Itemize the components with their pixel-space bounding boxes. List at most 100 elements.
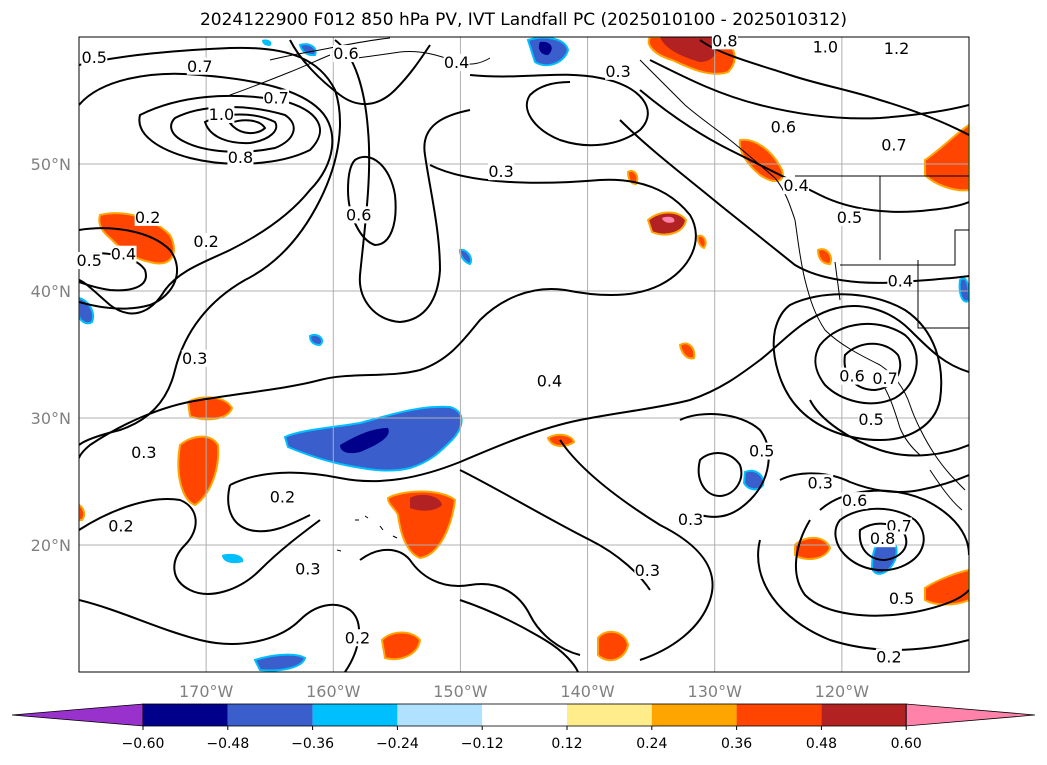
contour-label-bg — [269, 488, 296, 506]
contour-line — [772, 293, 943, 442]
latitude-label: 30°N — [31, 409, 71, 428]
contour-label-bg — [536, 372, 563, 390]
contour-line — [814, 322, 918, 405]
contour-label-bg — [875, 648, 902, 666]
latitude-labels: 50°N 40°N 30°N 20°N — [31, 155, 71, 555]
contour-label-bg — [605, 62, 632, 80]
contour-line — [834, 507, 925, 572]
contour-label-bg — [880, 136, 907, 154]
pv-positive-region — [79, 503, 86, 521]
contour-line — [203, 113, 278, 145]
pv-positive-core — [662, 216, 675, 223]
contour-label-bg — [770, 118, 797, 136]
contour-label: 0.6 — [346, 205, 371, 224]
contour-label: 0.3 — [488, 162, 513, 181]
contour-label-bg — [181, 349, 208, 367]
colorbar-extend-min — [11, 703, 144, 727]
pv-positive-region — [678, 342, 696, 360]
contour-label: 0.7 — [263, 89, 288, 108]
contour-label-bg — [110, 245, 137, 263]
contour-line — [229, 305, 969, 486]
pv-negative-core — [340, 428, 389, 454]
contour-label: 0.5 — [82, 48, 107, 67]
colorbar-tick-label: −0.48 — [206, 736, 249, 752]
contour-line — [858, 522, 908, 562]
contour-line — [794, 519, 969, 617]
contour-label-bg — [869, 530, 896, 548]
contour-line — [699, 39, 969, 136]
colorbar-segment — [143, 704, 228, 726]
longitude-label: 130°W — [688, 682, 743, 701]
pv-negative-region — [742, 469, 765, 491]
contour-label: 0.4 — [444, 53, 469, 72]
map-border — [78, 36, 970, 673]
contour-line — [346, 155, 397, 247]
longitude-label: 150°W — [433, 682, 488, 701]
contour-label: 0.5 — [858, 410, 883, 429]
map-frame-bg — [79, 37, 969, 672]
latitude-label: 40°N — [31, 282, 71, 301]
contour-label: 0.5 — [837, 208, 862, 227]
contour-label: 1.0 — [813, 38, 838, 57]
pv-positive-region — [696, 234, 707, 250]
colorbar-tick-label: 0.12 — [551, 736, 582, 752]
contour-label-bg — [841, 492, 868, 510]
contour-label: 0.8 — [228, 148, 253, 167]
contour-label: 0.4 — [111, 245, 136, 264]
contour-line — [79, 72, 334, 315]
contour-label-bg — [294, 560, 321, 578]
contour-label-bg — [812, 38, 839, 56]
border-states — [834, 176, 969, 329]
pv-positive-region — [924, 123, 969, 192]
contour-label-bg — [711, 32, 738, 50]
contour-line — [289, 39, 431, 106]
contour-label-bg — [76, 252, 103, 270]
contour-label-bg — [344, 629, 371, 647]
colorbar-segment — [227, 704, 313, 726]
contour-line — [459, 599, 579, 672]
contour-line — [170, 106, 295, 153]
colorbar-extend-max — [905, 703, 1036, 727]
contour-label: 1.2 — [884, 39, 909, 58]
contour-label: 0.3 — [605, 62, 630, 81]
contour-label: 1.0 — [209, 105, 234, 124]
contour-label: 0.2 — [345, 628, 370, 647]
contour-line — [779, 472, 969, 493]
contour-line — [79, 164, 697, 459]
negative-pv-regions — [79, 37, 969, 672]
longitude-label: 140°W — [560, 682, 615, 701]
coastline-alaska — [269, 37, 491, 65]
contour-label: 0.3 — [678, 510, 703, 529]
contour-line — [138, 94, 321, 165]
contour-label-bg — [208, 106, 235, 124]
longitude-labels: 170°W 160°W 150°W 140°W 130°W 120°W — [179, 682, 869, 701]
contour-label-bg — [887, 272, 914, 290]
pv-negative-region — [458, 248, 472, 266]
colorbar-segment — [821, 704, 907, 726]
longitude-label: 170°W — [179, 682, 234, 701]
latitude-label: 20°N — [31, 536, 71, 555]
contour-label: 0.2 — [108, 516, 133, 535]
positive-pv-regions — [79, 37, 969, 662]
contour-label: 0.6 — [839, 367, 864, 386]
coastline-bc — [639, 59, 796, 221]
contour-label-bg — [107, 517, 134, 535]
pv-positive-core — [660, 37, 717, 62]
longitude-label: 160°W — [306, 682, 361, 701]
coastline-mexico — [929, 469, 963, 511]
contour-label: 0.7 — [187, 57, 212, 76]
contour-labels: 0.5 0.70.6 0.4 0.30.8 1.0 1.21.00.70.80.60.70… — [76, 31, 915, 666]
contour-label: 0.7 — [872, 369, 897, 388]
contour-label-bg — [872, 370, 899, 388]
pv-positive-region — [597, 630, 630, 662]
pv-positive-region — [794, 536, 832, 561]
contour-line — [619, 119, 969, 284]
contour-label-bg — [888, 589, 915, 607]
contour-line — [79, 498, 321, 595]
pv-positive-region — [386, 490, 457, 560]
contour-label-bg — [443, 53, 470, 71]
contour-label: 0.3 — [182, 349, 207, 368]
pv-negative-core — [538, 41, 552, 55]
contour-line — [809, 399, 969, 457]
contour-line — [697, 452, 743, 498]
